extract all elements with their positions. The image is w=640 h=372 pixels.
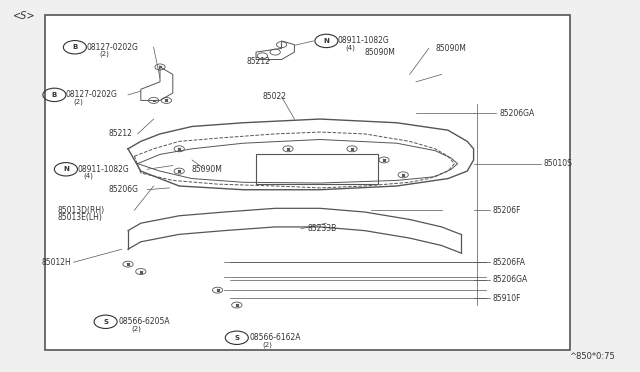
Text: 85013D(RH): 85013D(RH) — [58, 206, 105, 215]
Text: S: S — [103, 319, 108, 325]
Text: 08127-0202G: 08127-0202G — [86, 43, 138, 52]
Text: 85010S: 85010S — [544, 159, 573, 168]
Text: (4): (4) — [346, 44, 355, 51]
Text: (2): (2) — [99, 51, 109, 57]
Text: N: N — [63, 166, 69, 172]
Text: 08911-1082G: 08911-1082G — [338, 36, 390, 45]
Text: 85090M: 85090M — [435, 44, 466, 53]
Text: 08127-0202G: 08127-0202G — [66, 90, 118, 99]
Text: 85206FA: 85206FA — [493, 258, 526, 267]
Text: (4): (4) — [83, 173, 93, 179]
Text: 85090M: 85090M — [365, 48, 396, 57]
Text: 85910F: 85910F — [493, 294, 522, 303]
Text: (2): (2) — [262, 341, 272, 348]
Text: 85090M: 85090M — [192, 165, 223, 174]
Text: 85206GA: 85206GA — [499, 109, 534, 118]
Text: 85206G: 85206G — [109, 185, 139, 194]
Text: 85013E(LH): 85013E(LH) — [58, 213, 102, 222]
Text: ^850*0:75: ^850*0:75 — [569, 352, 614, 361]
Text: 08566-6162A: 08566-6162A — [250, 333, 301, 342]
Polygon shape — [141, 67, 173, 100]
Text: S: S — [234, 335, 239, 341]
Text: 85212: 85212 — [109, 129, 132, 138]
Text: B: B — [52, 92, 57, 98]
Text: (2): (2) — [74, 98, 83, 105]
Text: 85012H: 85012H — [42, 258, 71, 267]
Text: 85022: 85022 — [262, 92, 287, 101]
FancyBboxPatch shape — [45, 15, 570, 350]
Text: 85233B: 85233B — [307, 224, 337, 233]
Text: 85212: 85212 — [246, 57, 270, 66]
Polygon shape — [256, 41, 294, 60]
Text: 08911-1082G: 08911-1082G — [77, 165, 129, 174]
Text: 85206F: 85206F — [493, 206, 522, 215]
Text: N: N — [323, 38, 330, 44]
Text: B: B — [72, 44, 77, 50]
Text: 08566-6205A: 08566-6205A — [118, 317, 170, 326]
Text: 85206GA: 85206GA — [493, 275, 528, 284]
Text: <S>: <S> — [13, 11, 35, 21]
Text: (2): (2) — [131, 325, 141, 332]
